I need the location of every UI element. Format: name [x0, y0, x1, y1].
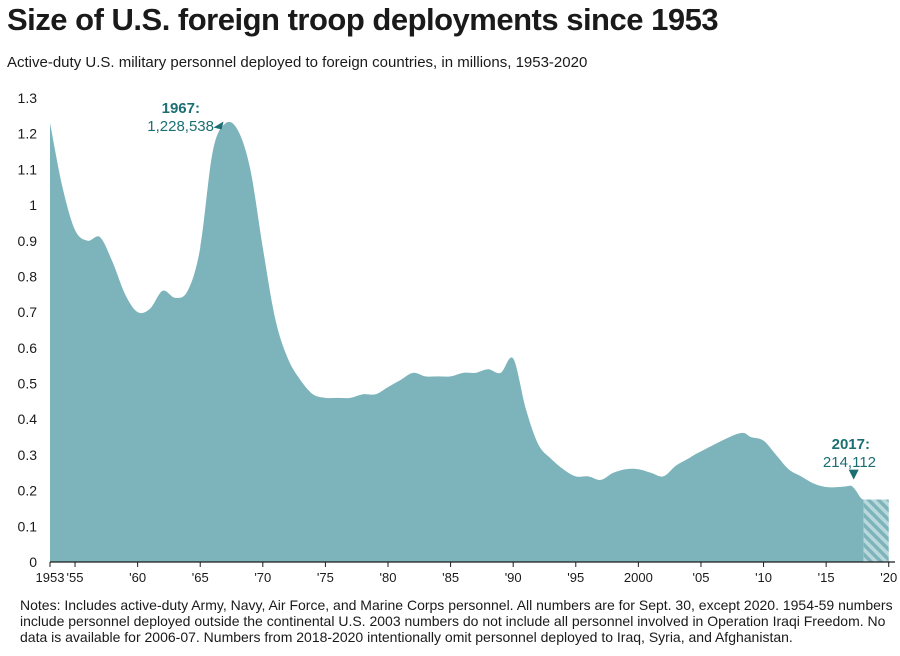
- y-tick-label: 0.8: [18, 268, 38, 284]
- y-tick-label: 0.9: [18, 233, 38, 249]
- plot-area: [50, 121, 889, 562]
- annotations: 1967:1,228,538 2017:214,112: [147, 100, 876, 480]
- area-chart: 0 0.1 0.2 0.3 0.4 0.5 0.6 0.7 0.8 0.9 1 1.1 1.2 1.3 1…: [18, 90, 898, 585]
- x-tick-label: '85: [442, 570, 459, 585]
- y-tick-label: 0.2: [18, 483, 38, 499]
- y-axis: 0 0.1 0.2 0.3 0.4 0.5 0.6 0.7 0.8 0.9 1 1.1 1.2 1.3: [18, 90, 38, 570]
- y-tick-label: 1.1: [18, 161, 38, 177]
- chart-subtitle: Active-duty U.S. military personnel depl…: [7, 54, 588, 71]
- x-tick-label: '80: [380, 570, 397, 585]
- x-tick-label: '10: [755, 570, 772, 585]
- chart-title: Size of U.S. foreign troop deployments s…: [7, 2, 719, 37]
- x-tick-label: '95: [567, 570, 584, 585]
- x-tick-label: '65: [192, 570, 209, 585]
- x-axis: 1953'55 '60 '65 '70 '75 '80 '85 '90 '95 2000 '05 '1…: [36, 561, 897, 585]
- x-tick-label: '20: [880, 570, 897, 585]
- x-tick-label: 1953: [36, 570, 65, 585]
- y-tick-label: 0.3: [18, 447, 38, 463]
- y-tick-label: 1.2: [18, 126, 38, 142]
- annotation-2017-value: 214,112: [823, 454, 876, 471]
- y-tick-label: 0.5: [18, 376, 38, 392]
- area-series-deployments: [50, 121, 864, 562]
- annotation-1967-arrow: [213, 121, 224, 130]
- x-tick-label: '90: [505, 570, 522, 585]
- y-tick-label: 1.3: [18, 90, 38, 106]
- annotation-1967-value: 1,228,538: [147, 118, 214, 135]
- y-tick-label: 0.1: [18, 518, 38, 534]
- x-tick-label: '55: [67, 570, 84, 585]
- x-tick-label: '05: [692, 570, 709, 585]
- y-tick-label: 0: [29, 554, 37, 570]
- y-tick-label: 0.6: [18, 340, 38, 356]
- x-tick-label: '60: [129, 570, 146, 585]
- annotation-2017-year: 2017:: [832, 436, 870, 453]
- y-tick-label: 0.7: [18, 304, 38, 320]
- annotation-2017-arrow: [848, 469, 859, 480]
- area-series-hatched-2018-2020: [863, 499, 889, 562]
- y-tick-label: 1: [29, 197, 37, 213]
- x-tick-label: 2000: [624, 570, 653, 585]
- chart-notes: Notes: Includes active-duty Army, Navy, …: [20, 597, 893, 645]
- x-tick-label: '75: [317, 570, 334, 585]
- x-tick-label: '70: [254, 570, 271, 585]
- annotation-1967-year: 1967:: [162, 100, 200, 117]
- x-tick-label: '15: [818, 570, 835, 585]
- y-tick-label: 0.4: [18, 411, 38, 427]
